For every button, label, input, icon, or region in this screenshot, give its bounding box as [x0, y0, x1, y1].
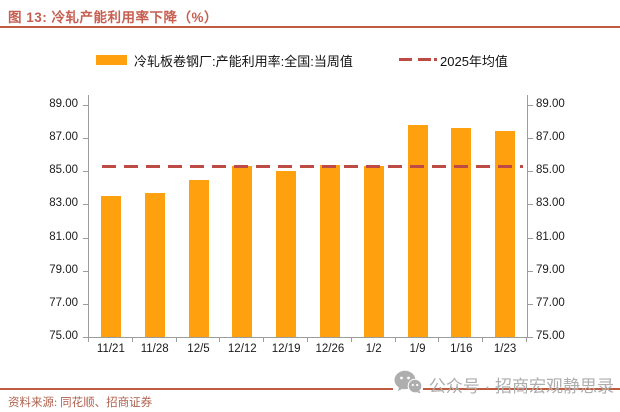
legend-line-label: 2025年均值 — [440, 54, 508, 69]
y-axis-label-left: 75.00 — [49, 330, 78, 342]
x-tick — [526, 338, 527, 342]
bar — [319, 164, 340, 337]
y-tick-left — [83, 337, 88, 338]
x-axis-label: 11/21 — [96, 343, 125, 355]
y-axis-label-left: 77.00 — [49, 296, 78, 309]
x-tick — [482, 338, 484, 342]
x-axis-label: 1/2 — [365, 343, 382, 355]
x-axis-label: 1/23 — [493, 343, 517, 355]
x-axis-label: 1/16 — [450, 343, 473, 355]
wechat-icon — [392, 370, 423, 399]
x-axis-label: 1/9 — [409, 343, 426, 355]
x-tick — [219, 338, 221, 342]
figure-title: 图 13: 冷轧产能利用率下降（%） — [8, 10, 219, 25]
x-tick — [350, 338, 352, 342]
source-note: 资料来源: 同花顺、招商证券 — [8, 397, 153, 409]
y-axis-label-left: 89.00 — [49, 97, 78, 110]
y-tick-left — [83, 204, 88, 206]
x-axis-label: 12/26 — [315, 343, 345, 355]
y-tick-right — [528, 104, 533, 106]
y-tick-right — [528, 303, 533, 305]
y-tick-left — [83, 171, 88, 173]
y-tick-right — [528, 171, 533, 173]
y-axis-label-left: 79.00 — [49, 263, 78, 276]
y-axis-label-left: 87.00 — [49, 131, 78, 144]
legend-bar-swatch — [96, 55, 127, 65]
watermark-text: 公众号 · 招商宏观静思录 — [428, 377, 614, 396]
y-tick-left — [83, 138, 88, 140]
y-axis-label-right: 85.00 — [536, 164, 565, 177]
bar — [232, 166, 253, 337]
x-tick — [438, 338, 440, 342]
y-axis-label-left: 85.00 — [49, 164, 78, 177]
y-tick-right — [528, 237, 533, 239]
y-axis-right — [527, 95, 528, 338]
y-tick-left — [83, 303, 88, 305]
y-axis-label-right: 75.00 — [536, 330, 565, 342]
y-axis-label-right: 81.00 — [536, 230, 565, 243]
y-tick-right — [528, 270, 533, 272]
x-axis-label: 12/12 — [227, 343, 257, 355]
reference-line — [102, 165, 523, 169]
legend-bar-label: 冷轧板卷钢厂:产能利用率:全国:当周值 — [134, 54, 353, 69]
y-axis-label-left: 81.00 — [49, 230, 78, 243]
x-tick — [263, 338, 265, 342]
bar — [100, 196, 121, 337]
chart-legend: 冷轧板卷钢厂:产能利用率:全国:当周值 2025年均值 — [0, 50, 620, 70]
y-axis-label-right: 77.00 — [536, 296, 565, 309]
x-tick — [307, 338, 308, 342]
bar — [144, 192, 165, 337]
plot-area — [89, 95, 527, 337]
bar — [451, 128, 472, 337]
y-axis-label-right: 87.00 — [536, 131, 565, 144]
y-tick-left — [83, 237, 88, 239]
x-tick — [394, 338, 396, 342]
y-tick-left — [83, 104, 88, 106]
title-underline-rule — [0, 26, 620, 28]
y-axis-label-right: 83.00 — [536, 197, 565, 210]
y-axis-label-left: 83.00 — [49, 197, 78, 210]
y-axis-label-right: 79.00 — [536, 263, 565, 276]
bar — [495, 131, 516, 337]
y-axis-label-right: 89.00 — [536, 97, 565, 110]
x-tick — [131, 338, 133, 342]
x-axis-label: 11/28 — [140, 343, 169, 355]
bar — [363, 166, 384, 337]
y-tick-right — [528, 337, 533, 338]
y-tick-left — [83, 270, 88, 272]
x-axis — [88, 337, 528, 338]
x-axis-label: 12/19 — [271, 343, 301, 355]
bar — [407, 124, 428, 337]
x-tick — [175, 338, 177, 342]
y-tick-right — [528, 138, 533, 140]
bar — [188, 179, 209, 337]
y-axis-left — [88, 95, 89, 338]
x-axis-label: 12/5 — [187, 343, 210, 355]
watermark: 公众号 · 招商宏观静思录 — [0, 370, 614, 399]
x-tick — [88, 338, 89, 342]
footer-rule — [0, 388, 620, 390]
bar — [276, 171, 297, 337]
legend-dashed-line-swatch — [399, 58, 437, 61]
y-tick-right — [528, 204, 533, 206]
